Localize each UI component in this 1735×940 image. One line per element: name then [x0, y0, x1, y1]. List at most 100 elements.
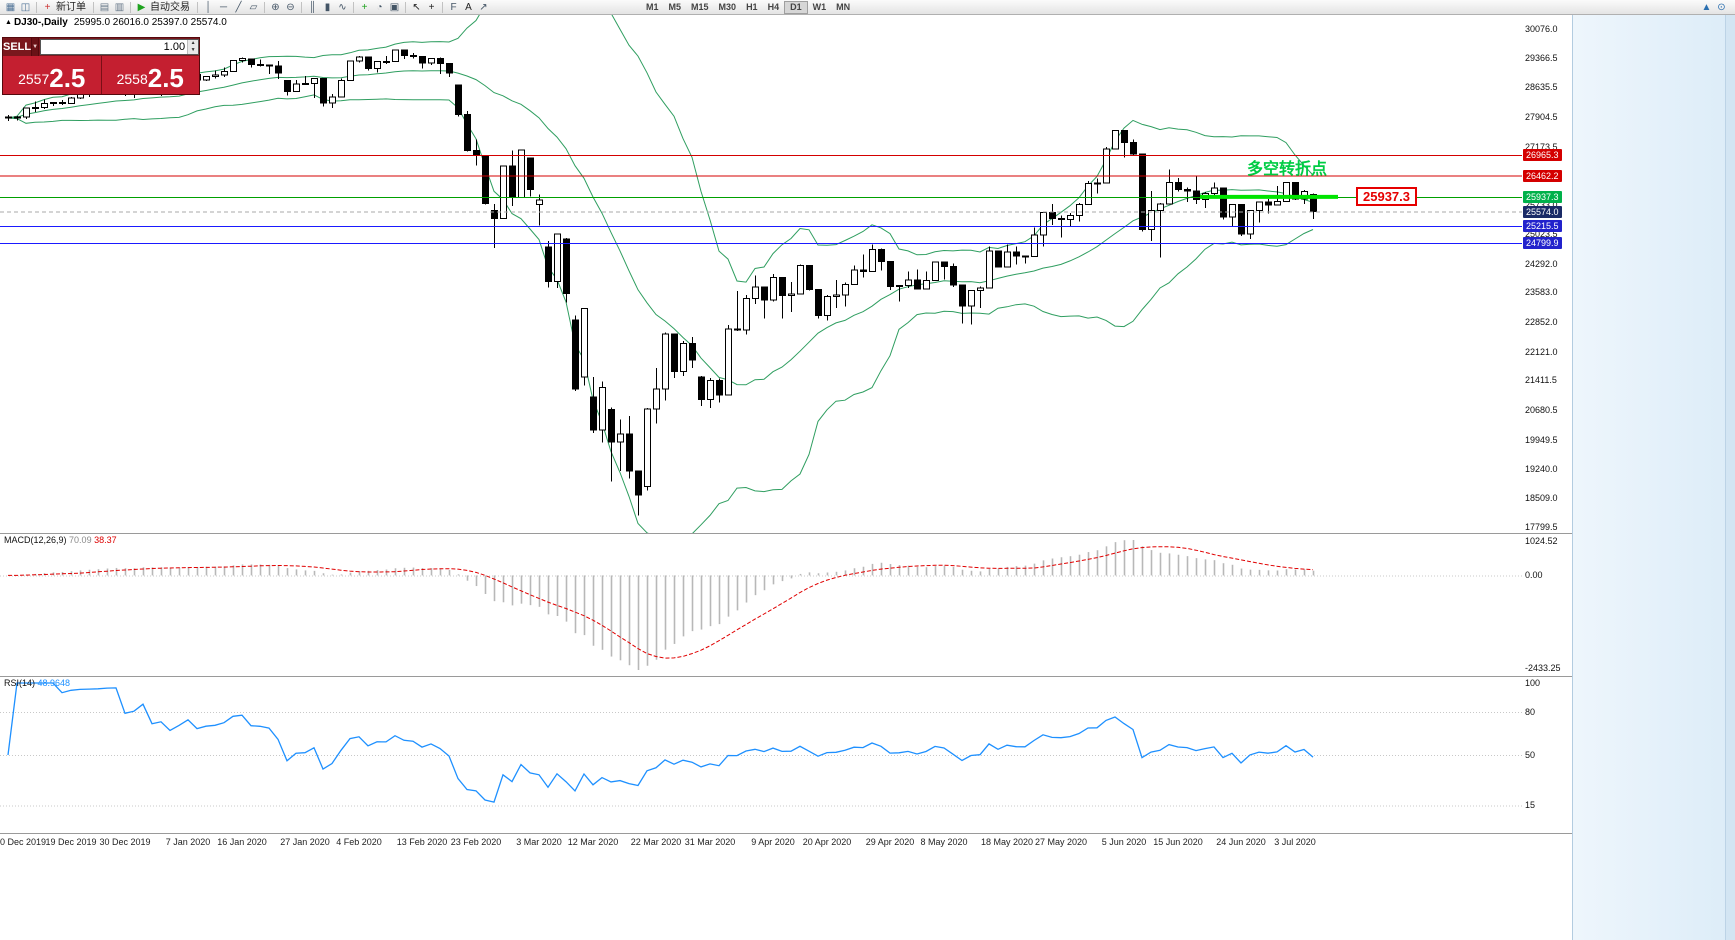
rsi-name: RSI(14): [4, 678, 36, 688]
date-axis-label: 4 Feb 2020: [336, 837, 382, 847]
date-axis-label: 8 May 2020: [920, 837, 968, 847]
pane-separator[interactable]: [0, 533, 1572, 534]
timeframe-d1[interactable]: D1: [784, 0, 808, 14]
fibonacci-icon[interactable]: F: [450, 1, 457, 13]
sell-button[interactable]: 2557 2.5: [3, 56, 102, 94]
sell-price-big: 2.5: [49, 63, 86, 93]
price-axis-label: 19949.5: [1525, 434, 1558, 445]
trendline-icon[interactable]: ╱: [235, 1, 242, 13]
sell-label[interactable]: SELL: [3, 41, 32, 53]
charts-icon[interactable]: ▦: [5, 1, 16, 13]
price-axis-badge: 24799.9: [1523, 236, 1562, 249]
price-axis-badge: 25215.5: [1523, 220, 1562, 233]
timeframe-h4[interactable]: H4: [767, 1, 780, 12]
toolbar-separator: [264, 1, 265, 13]
main-chart-pane: 30076.0 29366.5 28635.5 27904.5 27173.5 25733…: [0, 15, 1572, 533]
price-axis-label: 27904.5: [1525, 112, 1558, 123]
timeframe-h1[interactable]: H1: [746, 1, 758, 12]
timeframe-m5[interactable]: M5: [668, 1, 682, 12]
timeframe-w1[interactable]: W1: [812, 1, 827, 12]
date-axis-label: 30 Dec 2019: [99, 837, 151, 847]
search-icon[interactable]: ⊙: [1717, 2, 1726, 13]
price-axis-label: 27173.5: [1525, 141, 1558, 152]
price-axis-label: 19240.0: [1525, 463, 1558, 474]
new-order-icon[interactable]: +: [44, 1, 51, 13]
macd-canvas[interactable]: [0, 534, 1522, 676]
volume-spinner[interactable]: ▲ ▼: [187, 40, 199, 54]
horizontal-line-icon[interactable]: ─: [219, 1, 228, 13]
panel-up-icon[interactable]: ▲: [1701, 2, 1712, 13]
toolbar-separator: [301, 1, 302, 13]
scrollbar[interactable]: [1725, 15, 1735, 940]
autotrading-icon[interactable]: ▶: [137, 1, 146, 13]
equidistant-channel-icon[interactable]: ▱: [249, 1, 258, 13]
strategy-tester-icon[interactable]: ▥: [114, 1, 125, 13]
spin-up-icon[interactable]: ▲: [188, 40, 199, 47]
buy-label[interactable]: BUY: [200, 41, 224, 53]
date-axis-label: 24 Jun 2020: [1216, 837, 1266, 847]
zoom-out-icon[interactable]: ⊖: [286, 1, 295, 13]
buy-price-big: 2.5: [147, 63, 184, 93]
toolbar-separator: [130, 1, 131, 13]
rsi-canvas[interactable]: [0, 677, 1522, 833]
candlestick-chart-icon[interactable]: ▮: [324, 1, 331, 13]
side-panel: [1572, 15, 1735, 940]
macd-axis-label: 1024.52: [1525, 536, 1558, 546]
main-chart-canvas[interactable]: [0, 15, 1522, 533]
zoom-in-icon[interactable]: ⊕: [271, 1, 280, 13]
one-click-prices: 2557 2.5 2558 2.5: [3, 56, 199, 94]
timeframe-m15[interactable]: M15: [691, 1, 709, 12]
price-axis-label: 22121.0: [1525, 346, 1558, 357]
vertical-line-icon[interactable]: │: [205, 1, 212, 13]
pane-separator[interactable]: [0, 676, 1572, 677]
date-axis-label: 22 Mar 2020: [630, 837, 682, 847]
toolbar-separator: [353, 1, 354, 13]
timeframe-m1[interactable]: M1: [646, 1, 659, 12]
price-axis-badge: 26462.2: [1523, 169, 1562, 182]
price-axis-label: 22852.0: [1525, 316, 1558, 327]
text-label-icon[interactable]: A: [465, 1, 472, 13]
date-axis-label: 19 Dec 2019: [45, 837, 97, 847]
rsi-value: 48.9648: [37, 678, 71, 688]
buy-button[interactable]: 2558 2.5: [101, 56, 199, 94]
date-axis-label: 7 Jan 2020: [165, 837, 211, 847]
indicators-icon[interactable]: +: [361, 1, 368, 13]
sell-price-small: 2557: [18, 71, 50, 87]
date-axis-label: 15 Jun 2020: [1153, 837, 1203, 847]
toolbar: ▦ ◫ + 新订单 ▤ ▥ ▶ 自动交易 │ ─ ╱ ▱ ⊕ ⊖ ║ ▮ ∿ + ◔ ▣ ↖ + F A ↗ M1 M5 M15 M3…: [0, 0, 1735, 15]
pivot-annotation[interactable]: 多空转折点: [1247, 161, 1328, 178]
price-annotation-label[interactable]: 25937.3: [1356, 187, 1417, 206]
templates-icon[interactable]: ▣: [389, 1, 400, 13]
timeframe-mn[interactable]: MN: [836, 1, 851, 12]
date-axis-label: 18 May 2020: [980, 837, 1034, 847]
toolbar-separator: [36, 1, 37, 13]
timeframe-m30[interactable]: M30: [718, 1, 737, 12]
line-chart-icon[interactable]: ∿: [338, 1, 347, 13]
rsi-label: RSI(14) 48.9648: [4, 678, 70, 688]
date-axis-label: 9 Apr 2020: [751, 837, 795, 847]
price-axis: 30076.0 29366.5 28635.5 27904.5 27173.5 25733…: [1522, 15, 1572, 533]
arrow-objects-icon[interactable]: ↗: [479, 1, 488, 13]
new-order-label[interactable]: 新订单: [56, 1, 86, 13]
price-axis-label: 25733.0: [1525, 200, 1558, 210]
periods-icon[interactable]: ◔: [376, 1, 383, 13]
profiles-icon[interactable]: ◫: [20, 1, 31, 13]
metaeditor-icon[interactable]: ▤: [99, 1, 110, 13]
triangle-icon: ▲: [5, 19, 12, 26]
autotrading-label[interactable]: 自动交易: [150, 1, 190, 13]
price-axis-label: 30076.0: [1525, 23, 1558, 34]
spin-down-icon[interactable]: ▼: [188, 47, 199, 54]
crosshair-icon[interactable]: +: [428, 1, 435, 13]
macd-signal-value: 38.37: [94, 535, 117, 545]
toolbar-separator: [405, 1, 406, 13]
macd-name: MACD(12,26,9): [4, 535, 67, 545]
cursor-icon[interactable]: ↖: [412, 1, 421, 13]
volume-input[interactable]: [41, 40, 188, 54]
order-type-dropdown[interactable]: ▼: [31, 38, 40, 56]
toolbar-icons: ▦ ◫ + 新订单 ▤ ▥ ▶ 自动交易 │ ─ ╱ ▱ ⊕ ⊖ ║ ▮ ∿ + ◔ ▣ ↖ + F A ↗: [3, 1, 491, 14]
bar-chart-icon[interactable]: ║: [308, 1, 317, 13]
chart-ohlc: 25995.0 26016.0 25397.0 25574.0: [73, 17, 227, 28]
price-axis-label: 28635.5: [1525, 82, 1558, 93]
date-axis-label: 20 Apr 2020: [802, 837, 852, 847]
